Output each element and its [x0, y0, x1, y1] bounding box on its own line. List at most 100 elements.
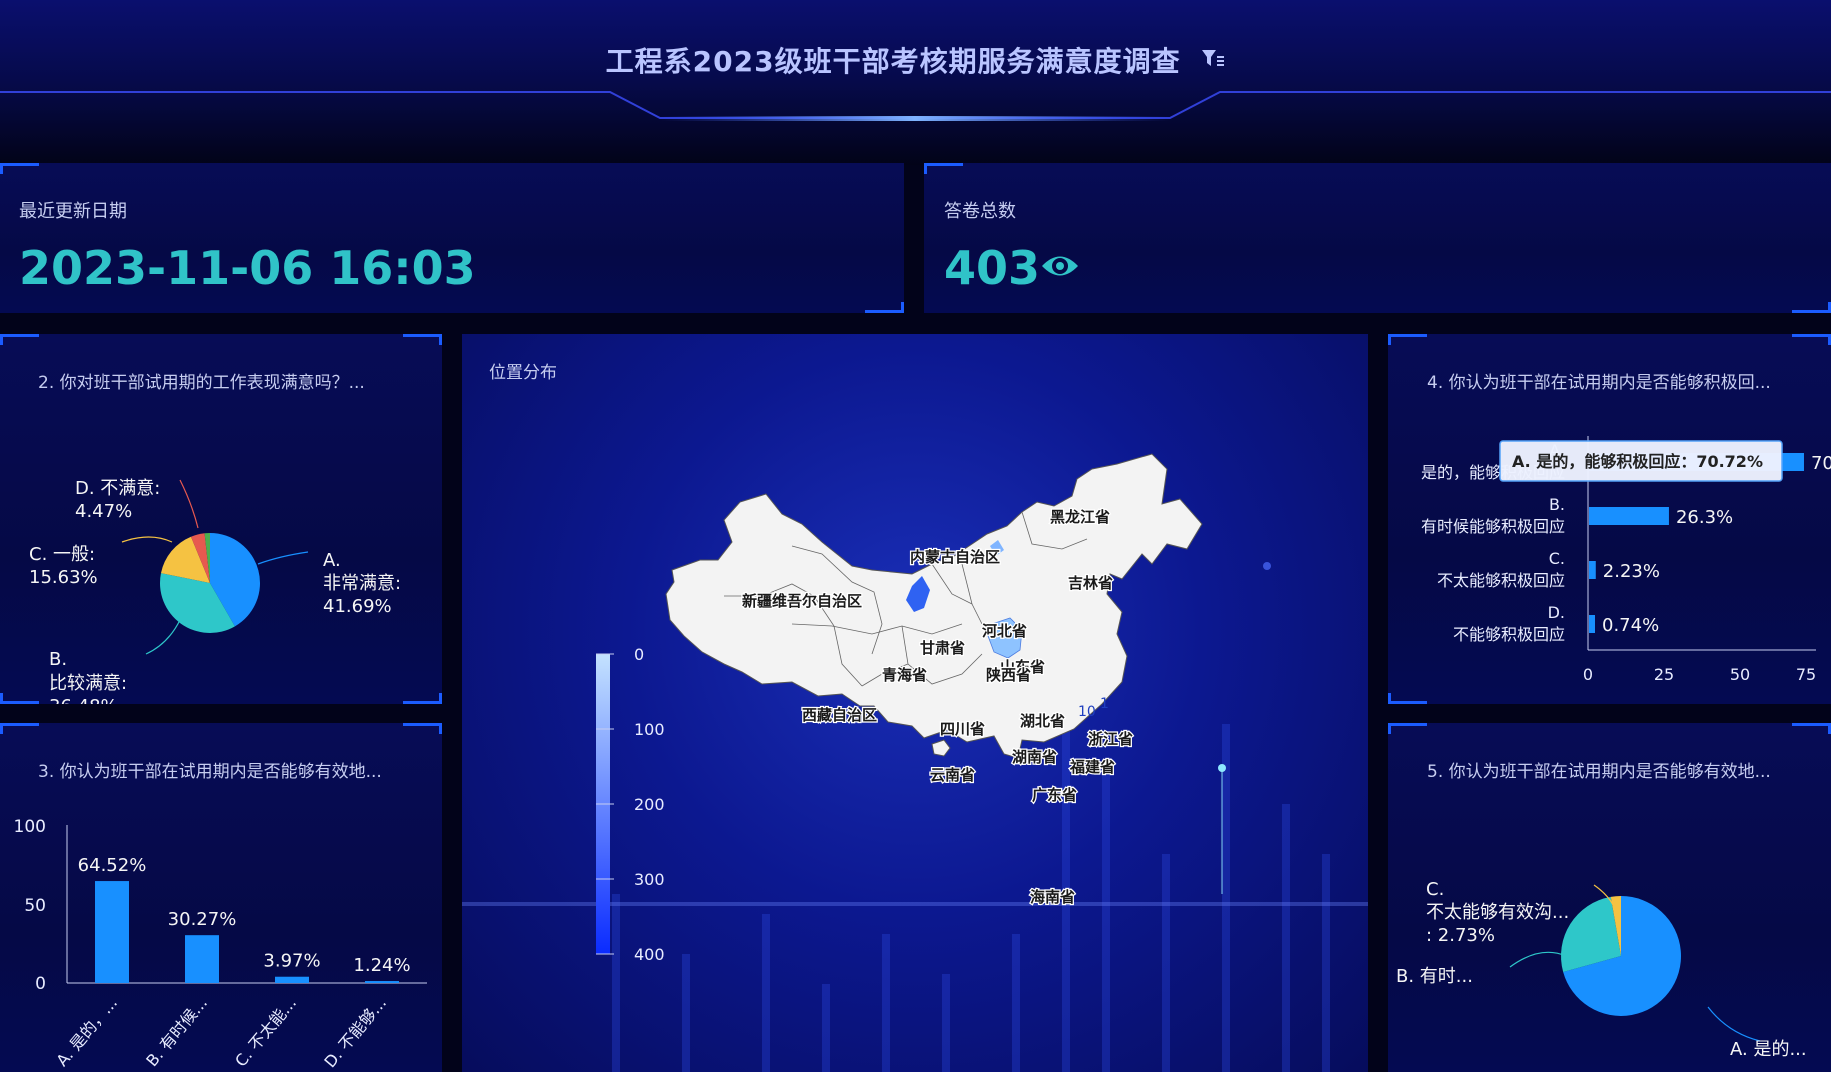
q3-bar-chart: 100 50 0 64.52% 30.27% 3.97% 1.24% A. 是的…	[14, 817, 427, 1071]
q3-cat-d: D. 不能够...	[320, 993, 390, 1071]
q3-value-a: 64.52%	[78, 855, 147, 876]
q5-title: 5. 你认为班干部在试用期内是否能够有效地...	[1427, 762, 1771, 782]
province-qinghai[interactable]: 青海省	[881, 665, 929, 686]
eye-icon[interactable]	[1040, 249, 1080, 287]
q4-panel: 4. 你认为班干部在试用期内是否能够积极回... A. 是的，能够积极回应 B.…	[1388, 334, 1831, 704]
province-hunan[interactable]: 湖南省	[1011, 747, 1059, 768]
q3-tick-100: 100	[14, 817, 46, 837]
province-xizang[interactable]: 西藏自治区	[801, 705, 879, 726]
province-xinjiang[interactable]: 新疆维吾尔自治区	[741, 591, 864, 612]
total-value: 403	[944, 241, 1041, 295]
updated-label: 最近更新日期	[19, 201, 127, 222]
province-sichuan[interactable]: 四川省	[939, 719, 987, 740]
q2-label-a3: 41.69%	[323, 596, 392, 617]
china-map[interactable]: 黑龙江省 内蒙古自治区 吉林省 新疆维吾尔自治区 河北省 甘肃省 山东省 青海省…	[462, 334, 1368, 1072]
province-gansu[interactable]: 甘肃省	[919, 638, 967, 659]
province-hainan[interactable]: 海南省	[1029, 887, 1077, 908]
q3-title: 3. 你认为班干部在试用期内是否能够有效地...	[38, 762, 382, 782]
q4-tooltip: A. 是的，能够积极回应：70.72%	[1499, 440, 1783, 482]
q4-tick-0: 0	[1583, 665, 1593, 684]
province-hebei[interactable]: 河北省	[981, 621, 1029, 642]
q2-label-c1: C. 一般:	[29, 544, 95, 565]
q2-slice-d[interactable]	[191, 533, 210, 583]
q4-tooltip-text: A. 是的，能够积极回应：70.72%	[1512, 452, 1763, 471]
q2-label-a1: A.	[323, 550, 341, 571]
q3-tick-0: 0	[35, 974, 46, 994]
total-label: 答卷总数	[944, 201, 1016, 222]
province-hebei-marker[interactable]	[990, 540, 1004, 556]
q3-bar-b[interactable]	[185, 935, 219, 983]
q5-label-c2: 不太能够有效沟...	[1426, 902, 1569, 923]
q3-cat-b: B. 有时候...	[142, 993, 211, 1070]
q3-tick-50: 50	[24, 896, 46, 916]
q4-bar-b[interactable]	[1589, 507, 1669, 525]
q4-bar-d[interactable]	[1589, 615, 1595, 633]
q5-label-c3: : 2.73%	[1426, 925, 1495, 946]
province-borders	[724, 511, 1088, 687]
province-guangdong[interactable]: 广东省	[1031, 785, 1079, 806]
province-neimenggu[interactable]: 内蒙古自治区	[909, 547, 1002, 568]
q4-cat-d1: D.	[1548, 603, 1565, 622]
total-card: 答卷总数 403	[924, 163, 1831, 313]
q4-value-b: 26.3%	[1676, 507, 1733, 528]
province-zhejiang[interactable]: 浙江省	[1087, 729, 1135, 750]
q5-panel: 5. 你认为班干部在试用期内是否能够有效地... C. 不太能够有效沟... :…	[1388, 723, 1831, 1072]
province-fujian[interactable]: 福建省	[1068, 757, 1117, 778]
q2-slice-c[interactable]	[160, 536, 210, 583]
q2-title: 2. 你对班干部试用期的工作表现满意吗？...	[38, 373, 365, 393]
china-outline[interactable]	[665, 453, 1203, 759]
q4-tick-75: 75	[1796, 665, 1816, 684]
province-yunnan[interactable]: 云南省	[929, 765, 977, 786]
q5-pie-chart: C. 不太能够有效沟... : 2.73% B. 有时... A. 是的...	[1396, 879, 1807, 1060]
q2-pie-chart: A. 非常满意: 41.69% B. 比较满意: 36.48% C. 一般: 1…	[29, 478, 401, 704]
q5-slice-a[interactable]	[1563, 896, 1681, 1016]
q2-pie	[159, 533, 261, 633]
q5-slice-b[interactable]	[1561, 896, 1621, 972]
q3-value-c: 3.97%	[263, 951, 320, 972]
q3-bar-d[interactable]	[365, 981, 399, 983]
updated-card: 最近更新日期 2023-11-06 16:03	[0, 163, 904, 313]
province-shaanxi[interactable]: 陕西省	[985, 665, 1033, 686]
visualmap-tick-100: 100	[634, 720, 665, 739]
q2-label-a2: 非常满意:	[323, 573, 401, 594]
q4-bar-c[interactable]	[1589, 561, 1596, 579]
visualmap-tick-400: 400	[634, 945, 665, 964]
q3-bar-a[interactable]	[95, 881, 129, 983]
q4-cat-c1: C.	[1549, 549, 1565, 568]
visualmap-tick-0: 0	[634, 645, 644, 664]
q4-cat-b2: 有时候能够积极回应	[1421, 517, 1565, 536]
province-ningxia[interactable]	[906, 576, 930, 612]
map-background	[462, 562, 1368, 1072]
q5-slice-c[interactable]	[1610, 896, 1621, 956]
filter-icon[interactable]	[1201, 44, 1225, 77]
updated-value: 2023-11-06 16:03	[19, 241, 476, 295]
header-bar	[0, 0, 1831, 165]
q5-label-a1: A. 是的...	[1730, 1039, 1807, 1060]
province-jilin[interactable]: 吉林省	[1067, 573, 1115, 594]
q2-slice-a[interactable]	[210, 533, 261, 627]
q5-label-b1: B. 有时...	[1396, 966, 1473, 987]
q4-value-a: 70.72%	[1811, 453, 1831, 474]
q4-cat-b1: B.	[1549, 495, 1565, 514]
map-marker-1: 1	[1100, 696, 1109, 712]
visualmap-tick-300: 300	[634, 870, 665, 889]
q4-bar-chart: A. 是的，能够积极回应 B. 有时候能够积极回应 C. 不太能够积极回应 D.…	[1421, 436, 1831, 684]
map-title: 位置分布	[489, 363, 557, 383]
visualmap-tick-200: 200	[634, 795, 665, 814]
province-heilongjiang[interactable]: 黑龙江省	[1049, 507, 1112, 528]
q2-label-d2: 4.47%	[75, 501, 132, 522]
q3-cat-c: C. 不太能...	[231, 993, 300, 1070]
q3-bar-c[interactable]	[275, 976, 309, 983]
q2-label-b2: 比较满意:	[49, 673, 127, 694]
map-marker-10: 10	[1078, 704, 1096, 720]
hainan-island[interactable]	[931, 739, 951, 757]
province-shandong[interactable]: 山东省	[999, 657, 1047, 678]
province-jiangsu[interactable]	[987, 617, 1023, 659]
q2-slice-e[interactable]	[204, 533, 210, 583]
q4-value-d: 0.74%	[1602, 615, 1659, 636]
header-frame	[0, 91, 1831, 121]
q3-cat-a: A. 是的，...	[52, 993, 121, 1070]
q4-tick-25: 25	[1654, 665, 1674, 684]
q2-slice-b[interactable]	[159, 573, 235, 633]
province-hubei[interactable]: 湖北省	[1019, 711, 1067, 732]
